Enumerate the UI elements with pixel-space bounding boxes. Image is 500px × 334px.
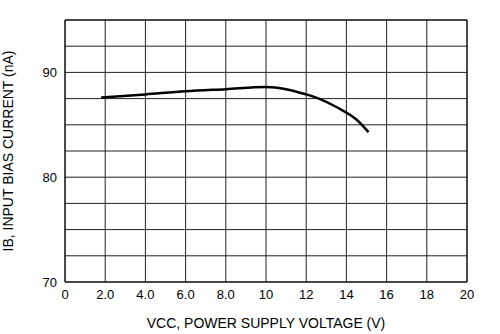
svg-text:VCC, POWER SUPPLY VOLTAGE (V): VCC, POWER SUPPLY VOLTAGE (V) bbox=[147, 315, 386, 331]
svg-text:14: 14 bbox=[339, 287, 353, 302]
svg-text:70: 70 bbox=[43, 275, 57, 290]
svg-text:18: 18 bbox=[420, 287, 434, 302]
svg-text:20: 20 bbox=[460, 287, 474, 302]
svg-text:8.0: 8.0 bbox=[217, 287, 235, 302]
svg-text:2.0: 2.0 bbox=[96, 287, 114, 302]
svg-text:90: 90 bbox=[43, 65, 57, 80]
svg-text:6.0: 6.0 bbox=[177, 287, 195, 302]
svg-text:16: 16 bbox=[379, 287, 393, 302]
svg-text:10: 10 bbox=[259, 287, 273, 302]
svg-text:12: 12 bbox=[299, 287, 313, 302]
svg-text:0: 0 bbox=[61, 287, 68, 302]
svg-text:4.0: 4.0 bbox=[136, 287, 154, 302]
svg-text:IB, INPUT BIAS CURRENT (nA): IB, INPUT BIAS CURRENT (nA) bbox=[8, 51, 16, 252]
svg-text:80: 80 bbox=[43, 170, 57, 185]
